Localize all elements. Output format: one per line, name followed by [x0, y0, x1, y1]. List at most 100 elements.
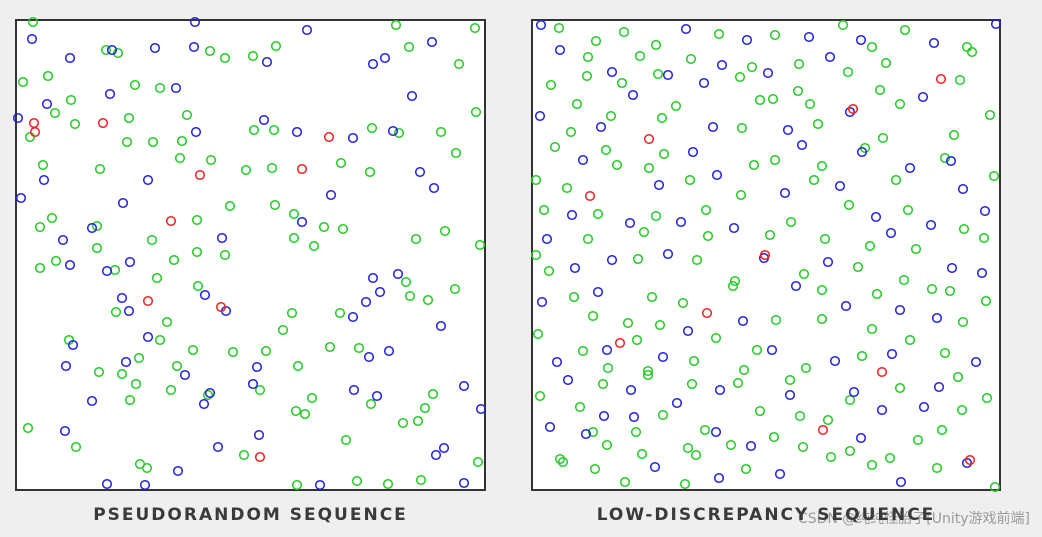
point [812, 118, 824, 130]
point [790, 280, 802, 292]
point [161, 316, 173, 328]
point [796, 139, 808, 151]
point [569, 262, 581, 274]
point [174, 152, 186, 164]
point [654, 319, 666, 331]
point [91, 220, 103, 232]
point [710, 426, 722, 438]
point [120, 356, 132, 368]
point [34, 221, 46, 233]
point [611, 159, 623, 171]
point [299, 408, 311, 420]
point [961, 457, 973, 469]
point [544, 421, 556, 433]
point [688, 355, 700, 367]
point [191, 246, 203, 258]
point [675, 216, 687, 228]
point [268, 124, 280, 136]
point [784, 389, 796, 401]
point [679, 478, 691, 490]
point [707, 121, 719, 133]
point [592, 208, 604, 220]
point [856, 350, 868, 362]
point [601, 344, 613, 356]
point [894, 382, 906, 394]
point [866, 459, 878, 471]
point [842, 66, 854, 78]
point [141, 462, 153, 474]
point [844, 445, 856, 457]
point [364, 166, 376, 178]
point [568, 291, 580, 303]
point [638, 226, 650, 238]
point [619, 476, 631, 488]
point [360, 296, 372, 308]
point [334, 307, 346, 319]
point [890, 174, 902, 186]
point [541, 233, 553, 245]
point [382, 478, 394, 490]
point [538, 204, 550, 216]
point [154, 334, 166, 346]
point [925, 219, 937, 231]
point [170, 82, 182, 94]
point [714, 384, 726, 396]
point [614, 337, 626, 349]
point [646, 291, 658, 303]
point [38, 174, 50, 186]
point [458, 477, 470, 489]
point [627, 89, 639, 101]
chart-title: PSEUDORANDOM SEQUENCE [93, 505, 408, 525]
point [60, 360, 72, 372]
point [774, 468, 786, 480]
point [884, 452, 896, 464]
point [393, 127, 405, 139]
point [650, 210, 662, 222]
point [848, 386, 860, 398]
point [22, 422, 34, 434]
point [383, 345, 395, 357]
point [590, 35, 602, 47]
point [652, 68, 664, 80]
point [685, 53, 697, 65]
point [168, 254, 180, 266]
point [34, 262, 46, 274]
point [716, 59, 728, 71]
point [17, 76, 29, 88]
point [224, 200, 236, 212]
point [737, 315, 749, 327]
point [406, 90, 418, 102]
point [574, 401, 586, 413]
point [351, 475, 363, 487]
point [587, 310, 599, 322]
point [49, 107, 61, 119]
point [912, 434, 924, 446]
point [335, 157, 347, 169]
point [734, 71, 746, 83]
point [290, 405, 302, 417]
point [847, 103, 859, 115]
point [643, 133, 655, 145]
point [856, 146, 868, 158]
point [254, 384, 266, 396]
point [474, 239, 486, 251]
point [181, 109, 193, 121]
point [581, 70, 593, 82]
point [577, 345, 589, 357]
point [866, 41, 878, 53]
point [212, 441, 224, 453]
point [190, 126, 202, 138]
point [936, 424, 948, 436]
point [754, 405, 766, 417]
point [403, 41, 415, 53]
point [50, 255, 62, 267]
point [946, 262, 958, 274]
point [792, 85, 804, 97]
point [215, 301, 227, 313]
point [318, 221, 330, 233]
point [142, 174, 154, 186]
point [769, 29, 781, 41]
point [543, 265, 555, 277]
point [702, 230, 714, 242]
